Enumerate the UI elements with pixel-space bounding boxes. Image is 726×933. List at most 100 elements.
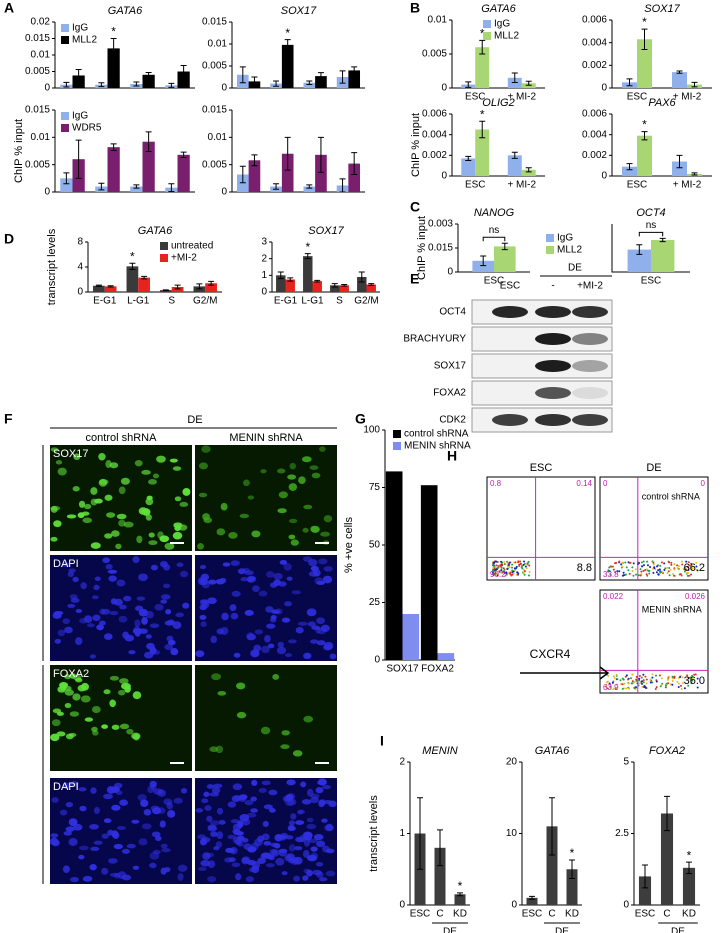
cell — [306, 608, 317, 617]
flow-event — [637, 574, 640, 577]
cell — [50, 733, 60, 742]
cell — [98, 452, 106, 461]
micro-row: FOXA2 — [53, 668, 89, 680]
flow-event — [680, 687, 683, 690]
cell — [66, 514, 77, 519]
bar — [475, 129, 490, 176]
cell — [325, 823, 334, 832]
cell — [103, 689, 111, 695]
blot-protein: FOXA2 — [433, 388, 466, 399]
error-bar — [659, 237, 666, 243]
cell — [111, 804, 121, 811]
cell — [179, 501, 189, 507]
cell — [257, 835, 265, 843]
cell — [75, 637, 83, 646]
cell — [92, 614, 101, 622]
cell — [73, 674, 82, 681]
flow-event — [625, 674, 628, 677]
flow-event — [677, 565, 680, 568]
significance-label: * — [458, 879, 463, 893]
flow-event — [622, 571, 625, 574]
cell — [107, 569, 118, 574]
cell — [79, 805, 87, 812]
cell — [90, 487, 98, 495]
cell — [263, 841, 272, 846]
cell — [111, 724, 120, 730]
cell — [314, 577, 324, 585]
cell — [306, 788, 314, 797]
cell — [72, 486, 80, 492]
error-bar — [358, 271, 365, 283]
flow-event — [642, 681, 645, 684]
cell — [123, 521, 134, 528]
y-tick-label: 0.006 — [582, 15, 607, 26]
cell — [287, 474, 297, 480]
flow-event — [518, 563, 521, 566]
flow-event — [500, 569, 503, 572]
cell — [231, 862, 241, 868]
micro-row: SOX17 — [53, 448, 88, 460]
flow-event — [638, 677, 641, 680]
chart-title: FOXA2 — [649, 745, 685, 757]
flow-title: ESC — [530, 462, 553, 474]
chart-title: NANOG — [474, 207, 515, 219]
flow-event — [668, 574, 671, 577]
cell — [172, 466, 182, 471]
bar — [366, 284, 376, 292]
cell — [323, 566, 333, 572]
flow-event — [630, 682, 633, 685]
flow-event — [645, 573, 648, 576]
cell — [281, 730, 290, 736]
flow-event — [688, 564, 691, 567]
cell — [290, 539, 299, 546]
flow-event — [509, 572, 512, 575]
cell — [69, 594, 78, 600]
x-tick-label: + MI-2 — [507, 92, 536, 103]
blot-band — [572, 414, 608, 426]
cell — [288, 534, 296, 540]
cell — [312, 869, 322, 876]
cell — [75, 608, 83, 613]
cell — [221, 612, 229, 621]
cell — [57, 467, 67, 476]
error-bar — [479, 120, 486, 139]
flow-event — [523, 562, 526, 565]
flow-event — [639, 682, 642, 685]
chart-title: GATA6 — [481, 3, 516, 15]
cell — [302, 527, 309, 533]
y-tick-label: 5 — [623, 757, 629, 768]
group-label: DE — [555, 927, 569, 933]
quadrant-value: 0 — [603, 479, 608, 488]
flow-event — [660, 561, 663, 564]
y-tick-label: 0.01 — [31, 50, 51, 61]
flow-event — [625, 687, 628, 690]
flow-event — [691, 679, 694, 682]
panel-label: C — [410, 199, 420, 215]
cell — [243, 479, 250, 487]
cell — [195, 650, 205, 658]
cell — [279, 560, 288, 565]
flow-event — [508, 566, 511, 569]
flow-event — [677, 685, 680, 688]
bar — [281, 44, 294, 88]
flow-event — [628, 572, 631, 575]
micro-column: MENIN shRNA — [229, 432, 303, 444]
cell — [237, 568, 246, 575]
blot-protein: CDK2 — [439, 415, 466, 426]
error-bar — [107, 285, 114, 288]
error-bar — [180, 151, 187, 159]
flow-event — [693, 673, 696, 676]
cell — [286, 576, 293, 581]
cell — [264, 634, 271, 643]
flow-event — [503, 572, 506, 575]
cell — [94, 576, 101, 582]
flow-event — [644, 687, 647, 690]
cell — [219, 577, 227, 584]
cell — [164, 643, 174, 651]
error-bar — [98, 182, 105, 191]
error-bar — [239, 165, 246, 184]
cell — [164, 620, 175, 626]
flow-x-label: CXCR4 — [530, 647, 571, 661]
flow-event — [651, 676, 654, 679]
flow-event — [683, 687, 686, 690]
